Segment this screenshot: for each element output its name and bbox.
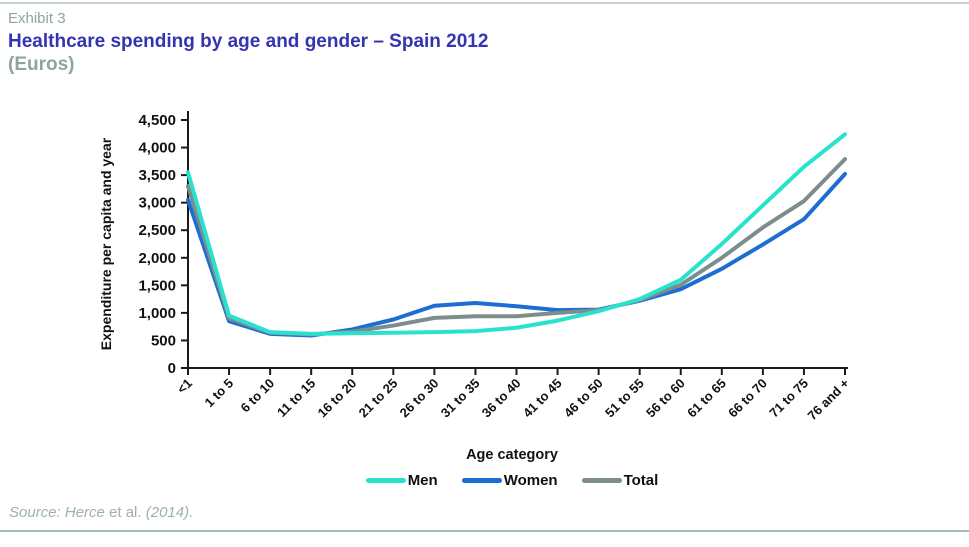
figure-title: Healthcare spending by age and gender – … <box>8 31 489 52</box>
y-tick-label: 500 <box>151 332 176 349</box>
source-text-part: et al. <box>104 504 146 521</box>
x-tick-label: 41 to 45 <box>520 376 565 421</box>
y-tick-label: 0 <box>168 360 176 377</box>
chart-legend: Men Women Total <box>55 472 969 489</box>
legend-item-women: Women <box>461 472 558 489</box>
source-text-part: Source: Herce <box>9 504 105 521</box>
legend-item-total: Total <box>581 472 659 489</box>
top-divider <box>0 2 969 4</box>
y-tick-label: 2,500 <box>138 222 176 239</box>
x-tick-label: 66 to 70 <box>725 376 770 421</box>
y-tick-label: 1,000 <box>138 305 176 322</box>
y-axis-title: Expenditure per capita and year <box>98 137 114 350</box>
x-tick-label: 61 to 65 <box>684 376 729 421</box>
x-tick-label: 21 to 25 <box>356 376 401 421</box>
exhibit-label: Exhibit 3 <box>8 10 66 27</box>
x-tick-label: 51 to 55 <box>602 376 647 421</box>
x-tick-label: 26 to 30 <box>397 376 442 421</box>
legend-label: Women <box>503 472 558 489</box>
source-text-part: (2014). <box>145 504 194 521</box>
x-tick-label: 36 to 40 <box>479 376 524 421</box>
x-tick-label: <1 <box>174 376 195 397</box>
y-tick-label: 2,000 <box>138 250 176 267</box>
x-tick-label: 56 to 60 <box>643 376 688 421</box>
x-tick-label: 6 to 10 <box>238 376 278 416</box>
y-tick-label: 4,500 <box>138 112 176 129</box>
y-tick-label: 3,000 <box>138 195 176 212</box>
legend-label: Total <box>623 472 659 489</box>
series-line-women <box>186 172 847 338</box>
y-tick-label: 1,500 <box>138 277 176 294</box>
figure-subtitle: (Euros) <box>8 54 75 75</box>
legend-swatch-men <box>365 478 406 483</box>
legend-swatch-women <box>461 478 502 483</box>
y-tick-label: 3,500 <box>138 167 176 184</box>
bottom-divider <box>0 530 969 532</box>
source-note: Source: Herce et al. (2014). <box>9 504 193 521</box>
chart: 0 500 1,000 1,500 2,000 2,500 3,000 3,500 4,000 4… <box>98 111 852 423</box>
x-tick-label: 11 to 15 <box>274 376 318 420</box>
legend-item-men: Men <box>365 472 438 489</box>
series-line-men <box>186 132 847 336</box>
legend-swatch-total <box>581 478 622 483</box>
y-tick-label: 4,000 <box>138 140 176 157</box>
x-tick-label: 1 to 5 <box>202 376 237 411</box>
legend-label: Men <box>407 472 438 489</box>
x-tick-label: 76 and + <box>804 375 852 423</box>
x-axis-title: Age category <box>466 447 558 463</box>
x-tick-label: 46 to 50 <box>561 376 606 421</box>
x-tick-label: 16 to 20 <box>315 376 360 421</box>
x-tick-label: 31 to 35 <box>438 376 483 421</box>
